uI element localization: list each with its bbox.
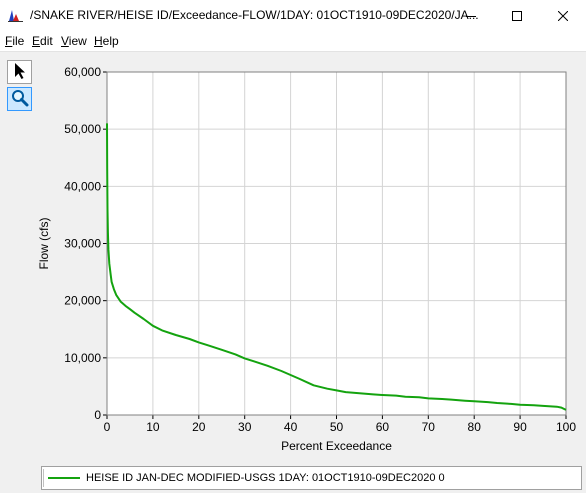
x-tick-label: 30 <box>238 420 252 434</box>
pointer-tool-button[interactable] <box>7 60 32 84</box>
plot-area[interactable]: 0 10 20 30 40 50 60 70 80 90 100 0 10,000 20,000 30,00… <box>36 56 582 460</box>
x-tick-label: 100 <box>556 420 576 434</box>
legend-panel: HEISE ID JAN-DEC MODIFIED-USGS 1DAY: 01O… <box>41 466 582 490</box>
menu-file[interactable]: File <box>5 34 25 48</box>
x-tick-label: 50 <box>330 420 344 434</box>
y-tick-label: 30,000 <box>64 237 101 251</box>
close-icon <box>558 10 568 21</box>
legend-resize-handle[interactable] <box>43 469 45 487</box>
x-tick-label: 0 <box>104 420 111 434</box>
y-tick-label: 50,000 <box>64 122 101 136</box>
menu-view[interactable]: View <box>61 34 87 48</box>
client-area: 0 10 20 30 40 50 60 70 80 90 100 0 10,000 20,000 30,00… <box>0 51 586 493</box>
plot-frame <box>106 71 567 416</box>
arrow-pointer-icon <box>13 62 27 83</box>
series-line <box>106 123 567 411</box>
minimize-icon <box>466 11 476 21</box>
y-tick-label: 20,000 <box>64 294 101 308</box>
menu-edit[interactable]: Edit <box>32 34 53 48</box>
x-tick-label: 90 <box>513 420 527 434</box>
x-tick-label: 60 <box>376 420 390 434</box>
y-tick-label: 60,000 <box>64 65 101 79</box>
x-axis-label: Percent Exceedance <box>281 439 392 453</box>
menu-bar: File Edit View Help <box>0 31 586 51</box>
title-bar[interactable]: /SNAKE RIVER/HEISE ID/Exceedance-FLOW/1D… <box>0 0 586 31</box>
window-title: /SNAKE RIVER/HEISE ID/Exceedance-FLOW/1D… <box>30 8 479 22</box>
y-tick-label: 0 <box>94 408 101 422</box>
y-tick-label: 40,000 <box>64 179 101 193</box>
x-tick-label: 70 <box>422 420 436 434</box>
x-tick-label: 40 <box>284 420 298 434</box>
y-tick-label: 10,000 <box>64 351 101 365</box>
maximize-button[interactable] <box>494 0 540 31</box>
legend-entry-label: HEISE ID JAN-DEC MODIFIED-USGS 1DAY: 01O… <box>86 472 445 484</box>
x-tick-label: 20 <box>192 420 206 434</box>
exceedance-chart[interactable]: 0 10 20 30 40 50 60 70 80 90 100 0 10,000 20,000 30,00… <box>36 56 582 460</box>
x-tick-label: 10 <box>146 420 160 434</box>
y-axis-label: Flow (cfs) <box>37 218 51 270</box>
x-tick-label: 80 <box>468 420 482 434</box>
legend-swatch <box>48 477 80 479</box>
app-icon[interactable] <box>8 8 24 22</box>
menu-help[interactable]: Help <box>94 34 119 48</box>
magnifier-icon <box>11 89 29 110</box>
maximize-icon <box>512 10 522 21</box>
minimize-button[interactable] <box>448 0 494 31</box>
close-button[interactable] <box>540 0 586 31</box>
zoom-tool-button[interactable] <box>7 87 32 111</box>
